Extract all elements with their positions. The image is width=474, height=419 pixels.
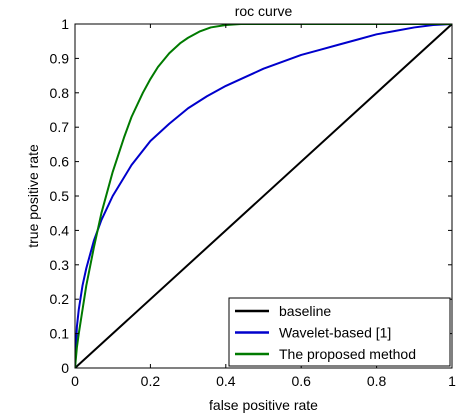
legend-label-2: The proposed method	[279, 346, 416, 362]
x-tick-label: 0.8	[367, 373, 387, 389]
legend: baseline Wavelet-based [1] The proposed me…	[228, 297, 451, 367]
legend-label-1: Wavelet-based [1]	[279, 325, 391, 341]
chart-title: roc curve	[235, 3, 293, 19]
x-tick-label: 0.6	[291, 373, 311, 389]
y-tick-label: 0.1	[50, 326, 70, 342]
axes: 0 0.2 0.4 0.6 0.8 1 0 0.1 0.2 0.3 0.4 0.5 0.6 0.7 0.8 0…	[50, 16, 457, 389]
y-tick-label: 1	[61, 16, 69, 32]
y-tick-label: 0	[61, 360, 69, 376]
y-tick-label: 0.3	[50, 257, 70, 273]
x-tick-label: 1	[448, 373, 456, 389]
series-line-0	[75, 24, 452, 368]
y-tick-label: 0.6	[50, 154, 70, 170]
y-tick-label: 0.9	[50, 50, 70, 66]
legend-label-0: baseline	[279, 303, 331, 319]
y-tick-label: 0.5	[50, 188, 70, 204]
x-tick-label: 0.4	[216, 373, 236, 389]
y-tick-label: 0.2	[50, 291, 70, 307]
y-axis-title: true positive rate	[25, 144, 41, 248]
y-tick-label: 0.8	[50, 85, 70, 101]
series-line-1	[75, 24, 452, 368]
x-axis-title: false positive rate	[209, 397, 318, 413]
y-tick-label: 0.4	[50, 222, 70, 238]
y-tick-label: 0.7	[50, 119, 70, 135]
x-tick-label: 0	[71, 373, 79, 389]
series-line-2	[75, 24, 452, 368]
x-tick-label: 0.2	[141, 373, 161, 389]
plot-area	[75, 24, 452, 368]
